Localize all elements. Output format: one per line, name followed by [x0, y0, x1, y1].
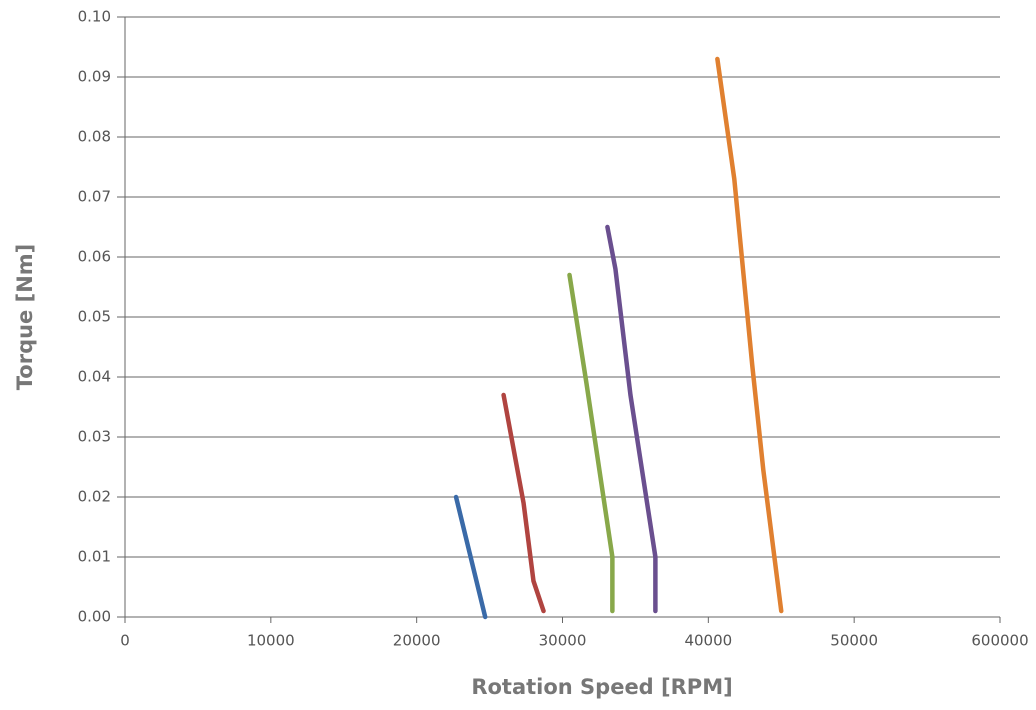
line-series — [605, 224, 658, 614]
y-tick-label: 0.06 — [78, 248, 111, 266]
line-series — [501, 392, 546, 614]
line-series — [715, 56, 784, 614]
y-tick-label: 0.03 — [78, 428, 111, 446]
x-tick-label: 0 — [120, 632, 130, 650]
y-tick-label: 0.01 — [78, 548, 111, 566]
y-tick-label: 0.02 — [78, 488, 111, 506]
y-axis-title: Torque [Nm] — [13, 244, 37, 391]
y-tick-label: 0.09 — [78, 68, 111, 86]
x-tick-label: 20000 — [393, 632, 441, 650]
x-tick-label: 40000 — [684, 632, 732, 650]
y-tick-label: 0.07 — [78, 188, 111, 206]
x-tick-label: 50000 — [830, 632, 878, 650]
y-tick-label: 0.05 — [78, 308, 111, 326]
x-tick-label: 10000 — [247, 632, 295, 650]
y-tick-label: 0.08 — [78, 128, 111, 146]
x-tick-label: 30000 — [539, 632, 587, 650]
line-series — [567, 272, 615, 614]
line-series — [453, 494, 488, 620]
y-tick-label: 0.04 — [78, 368, 111, 386]
y-tick-label: 0.00 — [78, 608, 111, 626]
x-tick-label: 600000 — [971, 632, 1028, 650]
x-axis-title: Rotation Speed [RPM] — [471, 675, 732, 699]
y-tick-label: 0.10 — [78, 8, 111, 26]
